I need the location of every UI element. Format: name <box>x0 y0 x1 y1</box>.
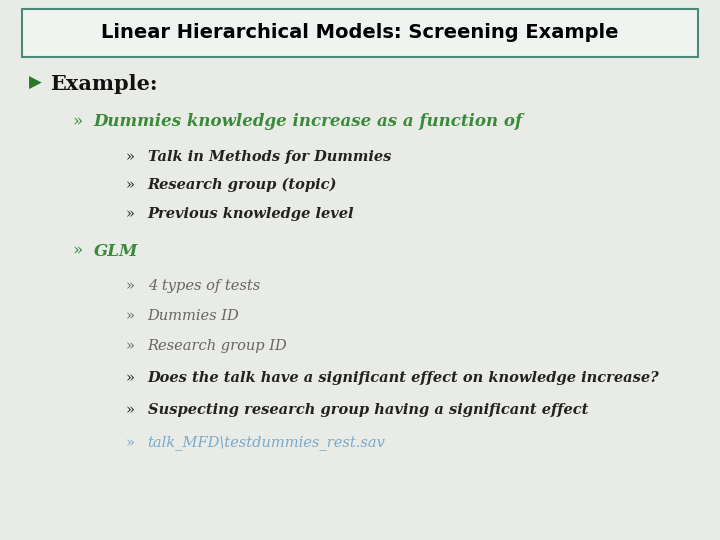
Text: »: » <box>126 150 135 164</box>
Text: GLM: GLM <box>94 242 138 260</box>
Text: »: » <box>126 371 135 385</box>
Text: »: » <box>126 279 135 293</box>
Text: Dummies knowledge increase as a function of: Dummies knowledge increase as a function… <box>94 113 523 130</box>
Text: Suspecting research group having a significant effect: Suspecting research group having a signi… <box>148 403 588 417</box>
Text: Example:: Example: <box>50 73 158 94</box>
Text: Research group (topic): Research group (topic) <box>148 178 337 192</box>
Text: »: » <box>126 339 135 353</box>
Text: Does the talk have a significant effect on knowledge increase?: Does the talk have a significant effect … <box>148 371 660 385</box>
Text: »: » <box>72 113 82 130</box>
Text: ▶: ▶ <box>29 75 42 92</box>
Text: »: » <box>126 403 135 417</box>
Text: Research group ID: Research group ID <box>148 339 287 353</box>
Text: »: » <box>72 242 82 260</box>
Text: 4 types of tests: 4 types of tests <box>148 279 260 293</box>
Text: »: » <box>126 436 135 450</box>
Text: »: » <box>126 207 135 221</box>
Text: »: » <box>126 309 135 323</box>
Text: Linear Hierarchical Models: Screening Example: Linear Hierarchical Models: Screening Ex… <box>102 23 618 43</box>
Text: Talk in Methods for Dummies: Talk in Methods for Dummies <box>148 150 391 164</box>
FancyBboxPatch shape <box>22 9 698 57</box>
Text: Previous knowledge level: Previous knowledge level <box>148 207 354 221</box>
Text: »: » <box>126 178 135 192</box>
Text: Dummies ID: Dummies ID <box>148 309 239 323</box>
Text: talk_MFD\testdummies_rest.sav: talk_MFD\testdummies_rest.sav <box>148 435 385 450</box>
